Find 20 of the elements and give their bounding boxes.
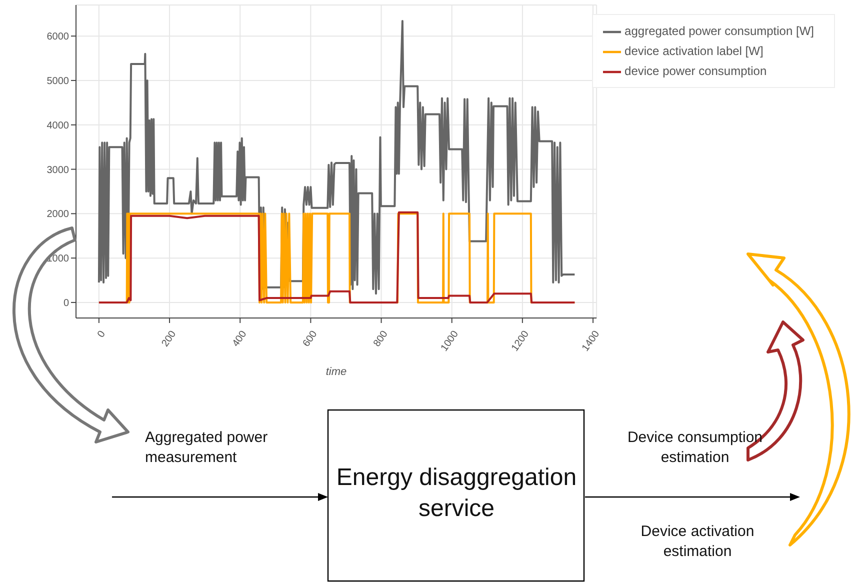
text: Device consumption estimation — [626, 428, 764, 467]
x-tick-label: 800 — [372, 328, 391, 349]
y-tick-label: 5000 — [46, 76, 70, 88]
x-axis-title: time — [326, 366, 347, 378]
text: Device activation estimation — [640, 522, 756, 561]
x-tick-label: 0 — [96, 328, 108, 340]
line-series — [98, 20, 576, 295]
y-tick-label: 4000 — [46, 120, 70, 132]
y-tick-label: 2000 — [46, 209, 70, 220]
y-tick-label: 3000 — [46, 164, 70, 176]
x-tick-label: 400 — [230, 328, 250, 349]
legend-label: device activation label [W] — [624, 44, 764, 58]
legend-label: device power consumption — [624, 64, 767, 78]
y-tick-label: 6000 — [46, 32, 70, 43]
legend-label: aggregated power consumption [W] — [624, 24, 814, 38]
text: Energy disaggregation service — [335, 463, 578, 524]
x-tick-label: 600 — [301, 328, 320, 349]
x-tick-label: 200 — [160, 328, 179, 349]
text: Aggregated power measurement — [145, 428, 269, 467]
y-tick-label: 0 — [63, 298, 70, 310]
